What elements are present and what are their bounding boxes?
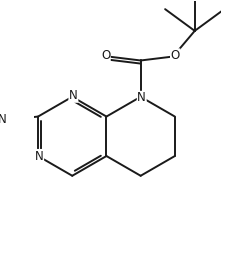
Text: N: N [137,92,146,104]
Text: N: N [69,89,78,102]
Text: O: O [101,49,110,62]
Text: N: N [0,113,6,126]
Text: O: O [170,49,180,62]
Text: N: N [35,149,43,163]
